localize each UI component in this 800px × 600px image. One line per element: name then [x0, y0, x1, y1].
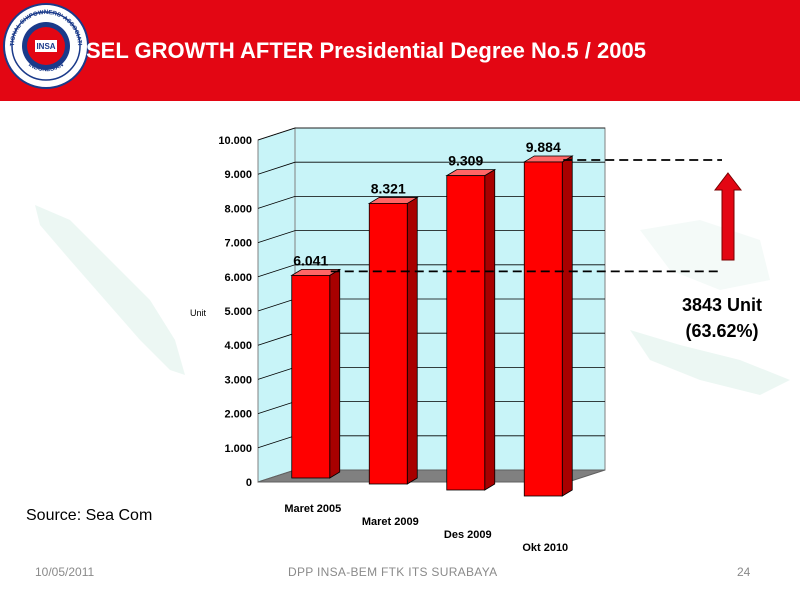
source-note: Source: Sea Com — [26, 507, 153, 524]
bar-value-label: 9.309 — [448, 153, 483, 169]
y-tick-label: 9.000 — [224, 169, 252, 181]
growth-units: 3843 Unit — [681, 295, 763, 315]
y-tick-label: 4.000 — [224, 340, 252, 352]
footer-date: 10/05/2011 — [35, 565, 95, 579]
y-tick-label: 3.000 — [224, 374, 252, 386]
bar-side — [329, 268, 341, 479]
bar — [446, 175, 486, 491]
growth-annotation: 3843 Unit (63.62%) — [662, 292, 782, 344]
slide-title: SEL GROWTH AFTER Presidential Degree No.… — [86, 38, 646, 63]
bar-side — [484, 168, 496, 491]
x-category-label: Okt 2010 — [522, 542, 568, 554]
y-tick-label: 6.000 — [224, 272, 252, 284]
bar-value-label: 6.041 — [293, 252, 328, 268]
gridline — [257, 161, 605, 175]
svg-text:INDONESIAN: INDONESIAN — [27, 62, 65, 73]
y-axis-label: Unit — [190, 308, 207, 318]
growth-percent: (63.62%) — [685, 321, 759, 341]
x-category-label: Maret 2005 — [284, 503, 341, 515]
header-bar: INSA NATIONAL SHIPOWNERS' ASSOCIATION IN… — [0, 0, 800, 101]
gridline — [257, 264, 605, 278]
bar-side — [406, 196, 418, 485]
growth-arrow-icon — [713, 172, 743, 261]
y-tick-label: 8.000 — [224, 203, 252, 215]
y-tick-label: 2.000 — [224, 409, 252, 421]
gridline — [257, 230, 605, 243]
y-tick-label: 1.000 — [224, 443, 252, 455]
y-tick-label: 7.000 — [224, 238, 252, 250]
gridline — [257, 127, 605, 141]
x-category-label: Des 2009 — [444, 529, 492, 541]
bar — [523, 161, 563, 497]
y-tick-label: 5.000 — [224, 306, 252, 318]
footer-organization: DPP INSA-BEM FTK ITS SURABAYA — [288, 565, 498, 579]
bar — [291, 274, 331, 479]
gridline — [257, 195, 605, 209]
bar-side — [561, 155, 573, 497]
logo-ring-bottom-text: INDONESIAN — [27, 62, 65, 73]
bar — [368, 203, 408, 485]
y-tick-label: 10.000 — [218, 135, 252, 147]
x-category-label: Maret 2009 — [362, 516, 419, 528]
bar-value-label: 8.321 — [371, 180, 406, 196]
indonesia-map-watermark — [35, 205, 790, 395]
insa-logo: INSA NATIONAL SHIPOWNERS' ASSOCIATION IN… — [2, 2, 89, 89]
page-number: 24 — [737, 565, 751, 579]
bar-value-label: 9.884 — [526, 139, 561, 155]
logo-center-text: INSA — [36, 42, 55, 51]
y-tick-label: 0 — [246, 477, 252, 489]
